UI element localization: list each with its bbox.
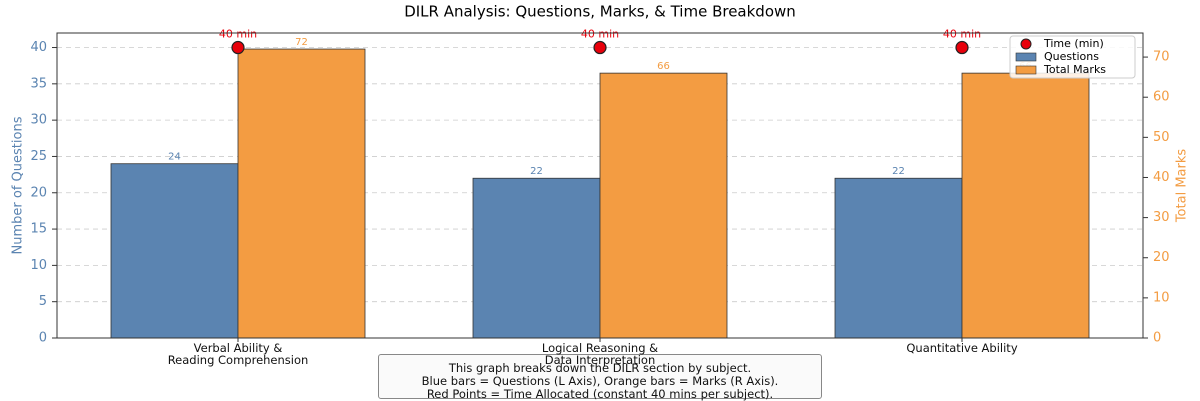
plot-frame	[56, 32, 1144, 339]
y-axis-label: Number of Questions	[11, 116, 26, 254]
y-tick-label: 25	[30, 149, 47, 164]
legend-label: Time (min)	[1043, 37, 1104, 50]
legend-marker	[1015, 65, 1037, 75]
time-point	[231, 40, 245, 55]
y2-tick-label: 50	[1153, 130, 1170, 145]
legend-box	[1009, 35, 1136, 79]
data-label: 40 min	[943, 28, 981, 41]
time-point	[593, 40, 607, 55]
y-tick-label: 15	[30, 222, 47, 237]
data-label: 22	[892, 166, 905, 177]
y2-axis-label: Total Marks	[1175, 149, 1190, 224]
y-tick-label: 20	[30, 185, 47, 200]
time-point	[955, 40, 969, 55]
annotation: This graph breaks down the DILR section …	[378, 354, 822, 401]
y-tick-label: 5	[39, 294, 47, 309]
y2-tick-label: 20	[1153, 250, 1170, 265]
data-label: 24	[168, 152, 181, 163]
legend-label: Total Marks	[1043, 63, 1106, 76]
bar	[110, 163, 239, 339]
legend-label: Questions	[1044, 50, 1099, 63]
y2-tick-label: 40	[1153, 170, 1170, 185]
y-tick-label: 10	[30, 258, 47, 273]
data-label: 40 min	[581, 28, 619, 41]
x-tick-label: Logical Reasoning & Data Interpretation	[541, 341, 659, 367]
bar	[237, 48, 366, 339]
x-tick-label: Verbal Ability & Reading Comprehension	[167, 341, 309, 367]
legend-marker	[1020, 38, 1032, 50]
data-label: 40 min	[219, 28, 257, 41]
bar	[599, 72, 728, 339]
y-tick-label: 0	[39, 331, 47, 346]
y2-tick-label: 0	[1153, 331, 1161, 346]
chart-title: DILR Analysis: Questions, Marks, & Time …	[404, 3, 796, 21]
data-label: 72	[295, 37, 308, 48]
x-tick-label: Quantitative Ability	[906, 341, 1018, 355]
y-tick-label: 40	[30, 40, 47, 55]
y2-tick-label: 10	[1153, 290, 1170, 305]
y2-tick-label: 70	[1153, 50, 1170, 65]
bar	[961, 72, 1090, 339]
y-tick-label: 30	[30, 113, 47, 128]
y-tick-label: 35	[30, 76, 47, 91]
bar	[834, 177, 963, 339]
y2-tick-label: 30	[1153, 210, 1170, 225]
y2-tick-label: 60	[1153, 90, 1170, 105]
data-label: 22	[530, 166, 543, 177]
data-label: 66	[657, 61, 670, 72]
bar	[472, 177, 601, 339]
legend-marker	[1015, 52, 1037, 62]
